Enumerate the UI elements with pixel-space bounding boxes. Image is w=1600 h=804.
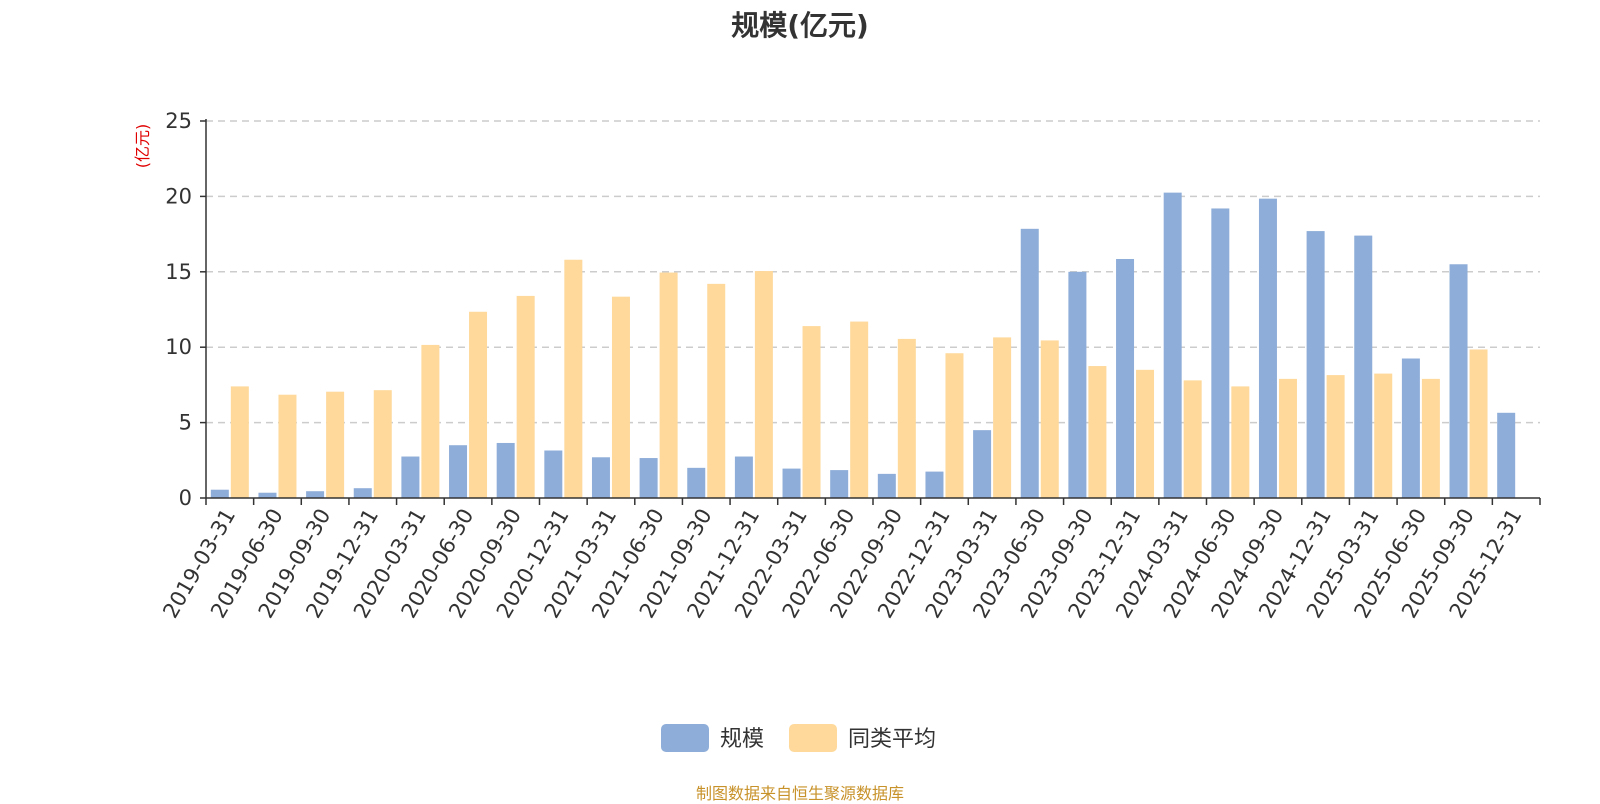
bar-peer-average [1374, 373, 1393, 498]
bar-scale [353, 488, 372, 498]
bar-peer-average [802, 326, 821, 498]
bar-scale [1211, 208, 1230, 499]
bar-peer-average [373, 390, 392, 498]
bar-scale [1401, 358, 1420, 498]
bar-scale [591, 457, 610, 498]
bar-scale [210, 489, 229, 498]
bar-scale [734, 456, 753, 498]
bar-scale [687, 467, 706, 498]
y-axis-unit-label: (亿元) [133, 124, 152, 169]
bar-peer-average [754, 271, 773, 498]
y-tick-label: 20 [165, 184, 192, 208]
chart-title: 规模(亿元) [731, 9, 869, 42]
y-tick-label: 25 [165, 109, 192, 133]
bar-scale [877, 473, 896, 498]
bar-scale [1258, 198, 1277, 499]
bar-peer-average [993, 337, 1012, 498]
bar-scale [782, 468, 801, 498]
bar-scale [925, 471, 944, 498]
legend-swatch-peer-average [789, 724, 837, 752]
bar-peer-average [326, 391, 345, 498]
bar-peer-average [230, 386, 249, 498]
bar-peer-average [1421, 378, 1440, 498]
source-note: 制图数据来自恒生聚源数据库 [695, 784, 904, 803]
legend-swatch-scale [661, 724, 709, 752]
bar-peer-average [278, 394, 297, 498]
bar-peer-average [945, 353, 964, 498]
bar-peer-average [1088, 366, 1107, 498]
y-tick-label: 5 [179, 411, 192, 435]
bar-scale [1020, 228, 1039, 498]
bars [210, 192, 1516, 499]
bar-scale [973, 430, 992, 498]
bar-scale [449, 445, 468, 498]
y-tick-label: 10 [165, 335, 192, 359]
bar-peer-average [850, 321, 869, 498]
bar-scale [639, 458, 658, 498]
bar-peer-average [707, 283, 726, 498]
legend-label-peer-average: 同类平均 [848, 727, 936, 752]
bar-peer-average [564, 259, 583, 498]
bar-peer-average [516, 295, 535, 498]
bar-scale [258, 492, 277, 498]
bar-peer-average [1278, 378, 1297, 498]
legend-label-scale: 规模 [720, 727, 764, 752]
bar-scale [1068, 271, 1087, 498]
bar-scale [1163, 192, 1182, 498]
axes: 05101520252019-03-312019-06-302019-09-30… [158, 109, 1541, 622]
bar-scale [1116, 258, 1135, 498]
bar-peer-average [1469, 349, 1488, 498]
y-tick-label: 15 [165, 260, 192, 284]
bar-peer-average [1183, 380, 1202, 498]
bar-scale [401, 456, 420, 498]
bar-scale [1306, 231, 1325, 499]
bar-scale [1449, 264, 1468, 498]
y-tick-label: 0 [179, 486, 192, 510]
bar-peer-average [469, 311, 488, 498]
bar-scale [1497, 412, 1516, 498]
bar-peer-average [421, 344, 440, 498]
bar-peer-average [1326, 375, 1345, 498]
bar-peer-average [1040, 340, 1059, 498]
bar-peer-average [659, 272, 678, 498]
bar-scale [496, 442, 515, 498]
bar-peer-average [611, 296, 630, 498]
legend: 规模 同类平均 [661, 724, 936, 752]
bar-peer-average [1231, 386, 1250, 498]
bar-scale [306, 491, 325, 498]
bar-scale [1354, 235, 1373, 498]
bar-scale [544, 450, 563, 498]
bar-scale [830, 470, 849, 498]
bar-peer-average [1136, 369, 1155, 498]
bar-peer-average [897, 338, 916, 498]
